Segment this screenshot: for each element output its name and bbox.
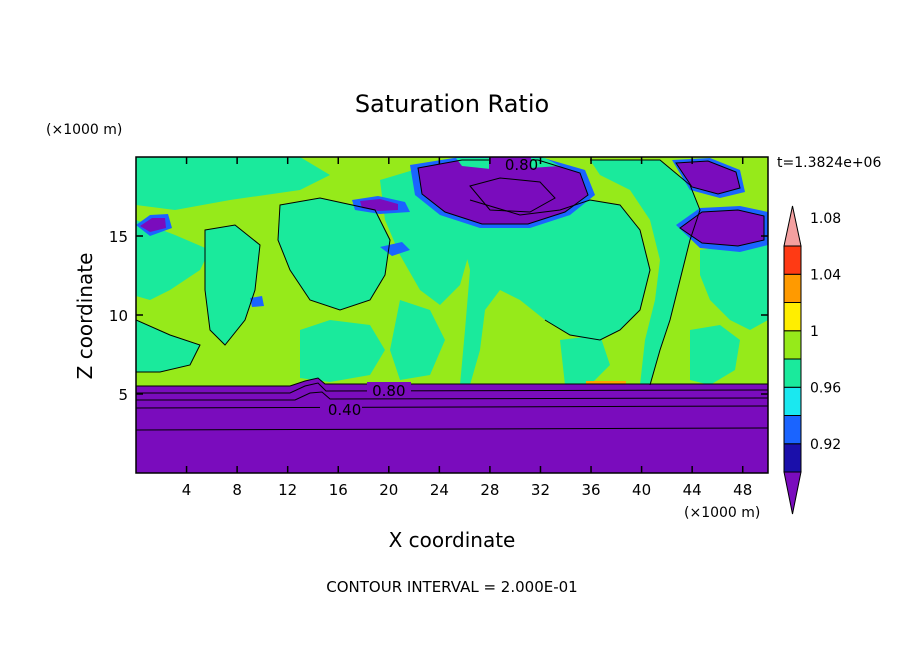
x-tick-label: 16: [329, 481, 348, 499]
x-tick-label: 44: [683, 481, 702, 499]
colorbar-band: [783, 245, 802, 275]
colorbar-band: [783, 273, 802, 303]
colorbar-label: 1.08: [810, 211, 841, 227]
contour-labels: 0.80 0.80 0.40: [328, 156, 538, 419]
contour-label: 0.40: [328, 401, 361, 419]
contour-label: 0.80: [372, 382, 405, 400]
y-axis-ticks: 5 10 15: [109, 228, 768, 404]
x-tick-label: 32: [531, 481, 550, 499]
contour-field: [136, 157, 768, 473]
colorbar-band: [783, 330, 802, 360]
x-tick-label: 8: [232, 481, 242, 499]
x-tick-label: 12: [278, 481, 297, 499]
lower-dry-layer: [136, 378, 768, 473]
colorbar-label: 0.92: [810, 437, 841, 453]
colorbar-label: 1: [810, 324, 819, 340]
x-tick-label: 48: [733, 481, 752, 499]
x-tick-label: 28: [480, 481, 499, 499]
colorbar-band: [783, 415, 802, 445]
y-unit-label: (×1000 m): [46, 122, 122, 138]
y-tick-label: 10: [109, 307, 128, 325]
contour-label-backgrounds: [320, 157, 531, 417]
colorbar-band: [783, 302, 802, 332]
y-axis-label: Z coordinate: [73, 253, 97, 380]
y-tick-label: 15: [109, 228, 128, 246]
x-axis-label: X coordinate: [389, 528, 516, 552]
time-label: t=1.3824e+06: [777, 155, 881, 171]
colorbar-band: [783, 358, 802, 388]
chart-title: Saturation Ratio: [355, 90, 549, 118]
footer-contour-interval: CONTOUR INTERVAL = 2.000E-01: [326, 578, 577, 596]
colorbar-over-triangle: [783, 205, 802, 247]
x-tick-label: 24: [430, 481, 449, 499]
x-axis-ticks: 4 8 12 16 20 24 28 32 36 40 44 48: [182, 157, 752, 499]
colorbar-band: [783, 443, 802, 473]
x-tick-label: 40: [632, 481, 651, 499]
x-unit-label: (×1000 m): [684, 505, 760, 521]
colorbar: 0.92 0.96 1 1.04 1.08: [783, 205, 841, 515]
x-tick-label: 4: [182, 481, 192, 499]
colorbar-label: 0.96: [810, 380, 841, 396]
x-tick-label: 36: [581, 481, 600, 499]
x-tick-label: 20: [379, 481, 398, 499]
y-tick-label: 5: [118, 386, 128, 404]
colorbar-band: [783, 386, 802, 416]
contour-label: 0.80: [505, 156, 538, 174]
colorbar-under-triangle: [783, 471, 802, 515]
colorbar-label: 1.04: [810, 267, 841, 283]
